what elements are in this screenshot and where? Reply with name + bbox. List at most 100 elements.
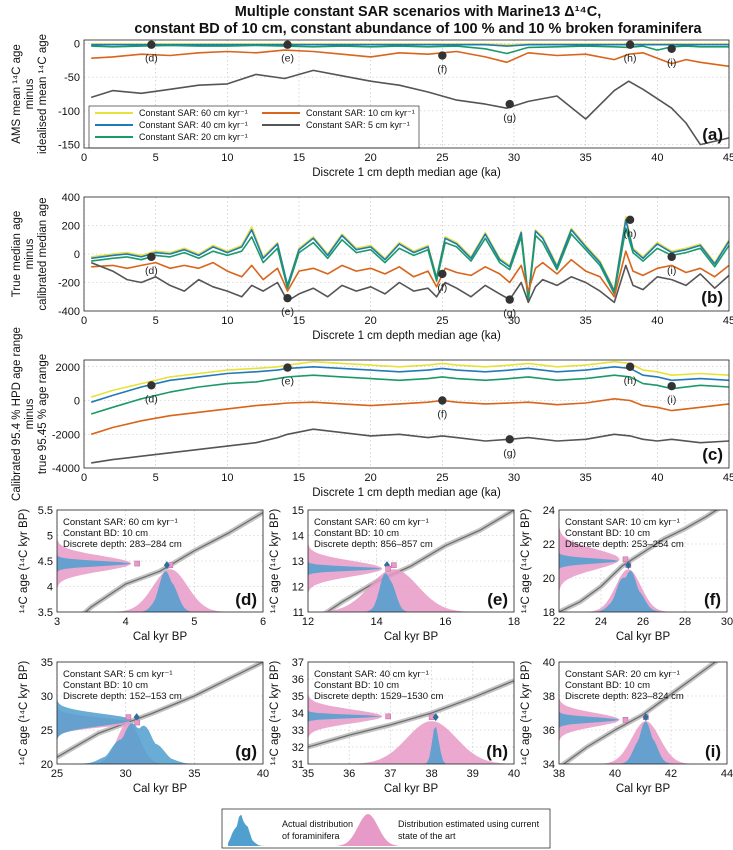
x-tick-label: 40 (609, 768, 621, 780)
y-tick-label: 34 (543, 759, 555, 771)
x-tick-label: 30 (508, 472, 520, 484)
x-tick-label: 42 (665, 768, 677, 780)
calibration-curve (84, 511, 263, 612)
y-tick-label: 5 (47, 531, 53, 543)
x-tick-label: 20 (365, 472, 377, 484)
y-tick-label: 34 (292, 708, 304, 720)
foram-marker-x (625, 561, 632, 570)
info-text: Constant SAR: 10 cm kyr⁻¹ (565, 517, 680, 528)
x-tick-label: 36 (343, 768, 355, 780)
annotation-marker (147, 252, 156, 262)
annotation-label: (i) (667, 265, 676, 277)
annotation-label: (d) (145, 393, 158, 405)
annotation-marker (625, 362, 635, 371)
x-tick-label: 35 (302, 768, 314, 780)
info-text: Constant SAR: 60 cm kyr⁻¹ (63, 517, 178, 528)
foram-distribution-y (57, 662, 132, 764)
legend-entry-sar40: Constant SAR: 40 cm kyr⁻¹ (139, 120, 248, 130)
calibration-curve (325, 510, 514, 612)
y-axis-label: True median age (11, 211, 23, 298)
x-tick-label: 18 (508, 616, 520, 628)
x-tick-label: 6 (260, 616, 266, 628)
x-axis-label: Cal kyr BP (616, 783, 671, 795)
x-tick-label: 30 (721, 616, 733, 628)
plot-frame (56, 661, 264, 765)
annotation-label: (e) (281, 306, 294, 318)
x-tick-label: 40 (651, 315, 663, 327)
info-text: Discrete depth: 823–824 cm (565, 691, 684, 702)
annotation-marker (505, 99, 514, 109)
y-axis-label: ¹⁴C age (¹⁴C kyr BP) (520, 509, 532, 614)
x-tick-label: 30 (508, 152, 520, 164)
annotation-label: (e) (281, 376, 294, 388)
annotation-label: (h) (624, 375, 637, 387)
figure-title-line2: constant BD of 10 cm, constant abundance… (134, 21, 702, 37)
annotation-marker (505, 295, 514, 304)
panel-label: (f) (704, 590, 721, 609)
x-axis-label: Discrete 1 cm depth median age (ka) (312, 487, 501, 499)
x-tick-label: 16 (439, 616, 451, 628)
y-tick-label: 36 (292, 674, 304, 686)
y-axis-label: AMS mean ¹⁴C age (11, 44, 23, 144)
y-tick-label: 35 (41, 657, 53, 669)
annotation-marker (667, 44, 676, 53)
y-tick-label: 37 (292, 657, 304, 669)
y-axis-label: calibrated median age (37, 197, 49, 310)
estimate-marker-x (391, 562, 397, 568)
plot-content (90, 360, 729, 464)
foram-marker-x (133, 713, 140, 722)
info-text: Constant BD: 10 cm (565, 528, 650, 539)
info-text: Constant SAR: 5 cm kyr⁻¹ (63, 669, 173, 680)
estimate-marker-y (134, 560, 140, 567)
plot-frame (83, 196, 730, 312)
x-tick-label: 35 (188, 768, 200, 780)
plot-content (308, 662, 514, 764)
legend-estimate-swatch (338, 814, 398, 846)
chart-b: 0 5 10 15 20 25 30 35 40 45 400 200 0 -200 -400 (d) (e) (… (11, 192, 733, 342)
annotation-marker (438, 396, 447, 405)
foram-distribution-x (559, 721, 727, 764)
x-tick-label: 12 (302, 616, 314, 628)
x-tick-label: 45 (723, 152, 733, 164)
y-tick-label: 0 (74, 249, 80, 261)
x-tick-label: 44 (721, 768, 733, 780)
y-axis-label: ¹⁴C age (¹⁴C kyr BP) (269, 509, 281, 614)
x-tick-label: 22 (553, 616, 565, 628)
estimated-distribution-x (559, 569, 727, 612)
chart-a: 0 5 10 15 20 25 30 35 40 45 0 -50 -100 -150 (d) (e) (f) (… (11, 34, 733, 179)
annotation-marker (625, 215, 635, 224)
x-tick-label: 26 (637, 616, 649, 628)
plot-content (559, 510, 727, 612)
x-tick-label: 10 (221, 472, 233, 484)
x-tick-label: 45 (723, 315, 733, 327)
y-tick-label: -2000 (52, 429, 80, 441)
annotation-label: (e) (281, 53, 294, 65)
y-tick-label: 20 (41, 759, 53, 771)
x-axis-label: Cal kyr BP (616, 631, 671, 643)
y-axis-label: minus (24, 78, 36, 109)
panel-label: (i) (705, 742, 721, 761)
plot-frame (83, 39, 730, 149)
chart-c: 0 5 10 15 20 25 30 35 40 45 2000 0 -2000 -4000 (d) (e) (… (11, 327, 733, 501)
foram-distribution-x (57, 571, 263, 612)
x-tick-label: 35 (580, 472, 592, 484)
y-tick-label: 24 (543, 505, 555, 517)
info-text: Constant BD: 10 cm (63, 528, 148, 539)
annotation-label: (f) (437, 409, 447, 421)
y-tick-label: 13 (292, 556, 304, 568)
legend-estimate-label-line1: Distribution estimated using current (398, 819, 540, 829)
foram-marker-x (432, 713, 439, 722)
estimate-marker-y (134, 719, 140, 726)
annotation-label: (f) (437, 64, 447, 76)
y-tick-label: 30 (41, 691, 53, 703)
series-line-sar60 (90, 360, 729, 398)
info-text: Discrete depth: 1529–1530 cm (314, 691, 443, 702)
x-tick-label: 5 (191, 616, 197, 628)
annotation-marker (625, 40, 635, 49)
info-text: Constant BD: 10 cm (565, 680, 650, 691)
estimate-marker-y (385, 565, 391, 572)
info-text: Constant SAR: 60 cm kyr⁻¹ (314, 517, 429, 528)
x-axis-label: Discrete 1 cm depth median age (ka) (312, 167, 501, 179)
